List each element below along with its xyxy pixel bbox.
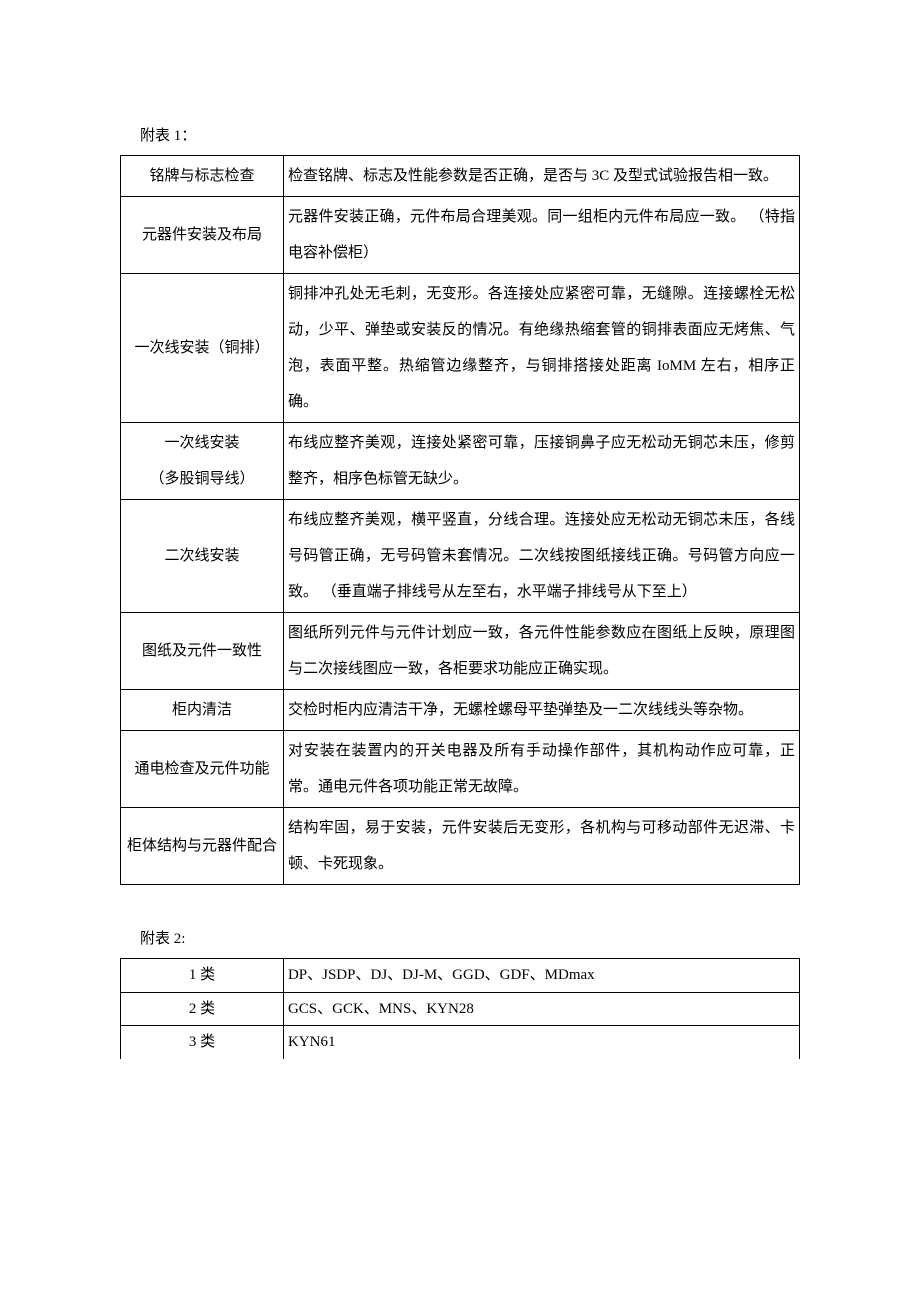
row-desc: 铜排冲孔处无毛刺，无变形。各连接处应紧密可靠，无缝隙。连接螺栓无松动，少平、弹垫… <box>283 274 799 423</box>
table-row: 一次线安装 （多股铜导线） 布线应整齐美观，连接处紧密可靠，压接铜鼻子应无松动无… <box>121 423 800 500</box>
row-label: 一次线安装 （多股铜导线） <box>121 423 284 500</box>
table-row: 1 类 DP、JSDP、DJ、DJ-M、GGD、GDF、MDmax <box>121 959 800 993</box>
table-row: 3 类 KYN61 <box>121 1026 800 1059</box>
table-row: 图纸及元件一致性 图纸所列元件与元件计划应一致，各元件性能参数应在图纸上反映，原… <box>121 613 800 690</box>
row-desc: 检查铭牌、标志及性能参数是否正确，是否与 3C 及型式试验报告相一致。 <box>283 156 799 197</box>
table1-caption: 附表 1： <box>120 120 800 153</box>
row-label: 通电检查及元件功能 <box>121 731 284 808</box>
row-desc: DP、JSDP、DJ、DJ-M、GGD、GDF、MDmax <box>283 959 799 993</box>
row-label: 铭牌与标志检查 <box>121 156 284 197</box>
table-row: 元器件安装及布局 元器件安装正确，元件布局合理美观。同一组柜内元件布局应一致。 … <box>121 197 800 274</box>
table-row: 通电检查及元件功能 对安装在装置内的开关电器及所有手动操作部件，其机构动作应可靠… <box>121 731 800 808</box>
row-label-line1: 一次线安装 <box>164 435 239 451</box>
table2: 1 类 DP、JSDP、DJ、DJ-M、GGD、GDF、MDmax 2 类 GC… <box>120 958 800 1059</box>
row-label: 图纸及元件一致性 <box>121 613 284 690</box>
table-row: 2 类 GCS、GCK、MNS、KYN28 <box>121 992 800 1026</box>
table-row: 一次线安装（铜排） 铜排冲孔处无毛刺，无变形。各连接处应紧密可靠，无缝隙。连接螺… <box>121 274 800 423</box>
row-label-line2: （多股铜导线） <box>149 471 254 487</box>
row-desc: KYN61 <box>283 1026 799 1059</box>
table2-caption: 附表 2: <box>120 923 800 956</box>
table-row: 二次线安装 布线应整齐美观，横平竖直，分线合理。连接处应无松动无铜芯未压，各线号… <box>121 500 800 613</box>
table-row: 柜体结构与元器件配合 结构牢固，易于安装，元件安装后无变形，各机构与可移动部件无… <box>121 808 800 885</box>
spacer <box>120 885 800 923</box>
row-desc: 图纸所列元件与元件计划应一致，各元件性能参数应在图纸上反映，原理图与二次接线图应… <box>283 613 799 690</box>
row-desc: 交检时柜内应清洁干净，无螺栓螺母平垫弹垫及一二次线线头等杂物。 <box>283 690 799 731</box>
row-label: 二次线安装 <box>121 500 284 613</box>
table-row: 柜内清洁 交检时柜内应清洁干净，无螺栓螺母平垫弹垫及一二次线线头等杂物。 <box>121 690 800 731</box>
row-label: 2 类 <box>121 992 284 1026</box>
row-label: 3 类 <box>121 1026 284 1059</box>
row-label: 1 类 <box>121 959 284 993</box>
row-label: 柜内清洁 <box>121 690 284 731</box>
row-desc: 结构牢固，易于安装，元件安装后无变形，各机构与可移动部件无迟滞、卡顿、卡死现象。 <box>283 808 799 885</box>
table1: 铭牌与标志检查 检查铭牌、标志及性能参数是否正确，是否与 3C 及型式试验报告相… <box>120 155 800 885</box>
row-desc: 元器件安装正确，元件布局合理美观。同一组柜内元件布局应一致。 （特指电容补偿柜） <box>283 197 799 274</box>
table-row: 铭牌与标志检查 检查铭牌、标志及性能参数是否正确，是否与 3C 及型式试验报告相… <box>121 156 800 197</box>
row-desc: 布线应整齐美观，横平竖直，分线合理。连接处应无松动无铜芯未压，各线号码管正确，无… <box>283 500 799 613</box>
row-label: 元器件安装及布局 <box>121 197 284 274</box>
row-label: 一次线安装（铜排） <box>121 274 284 423</box>
row-desc: 对安装在装置内的开关电器及所有手动操作部件，其机构动作应可靠，正常。通电元件各项… <box>283 731 799 808</box>
row-desc: GCS、GCK、MNS、KYN28 <box>283 992 799 1026</box>
row-label: 柜体结构与元器件配合 <box>121 808 284 885</box>
row-desc: 布线应整齐美观，连接处紧密可靠，压接铜鼻子应无松动无铜芯未压，修剪整齐，相序色标… <box>283 423 799 500</box>
